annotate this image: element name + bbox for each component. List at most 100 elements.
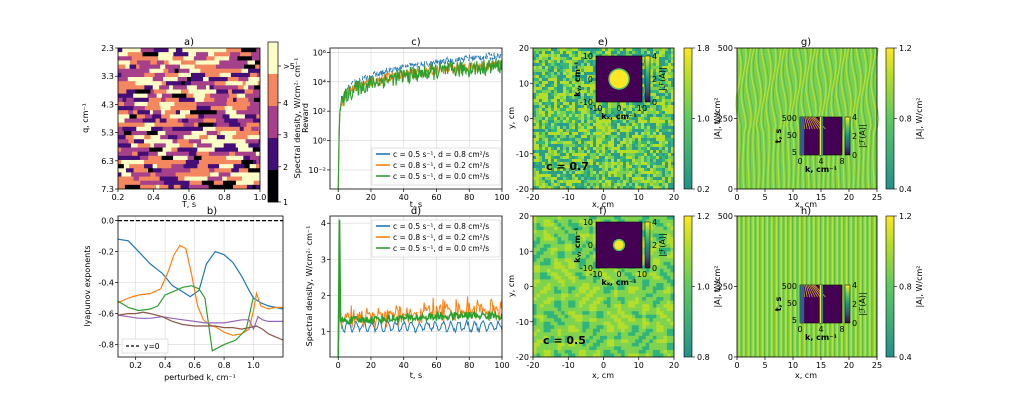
- field-cell: [668, 132, 672, 136]
- field-cell: [659, 233, 664, 238]
- field-cell: [536, 90, 540, 94]
- field-cell: [587, 48, 591, 52]
- field-cell: [607, 293, 611, 298]
- field-cell: [596, 304, 601, 308]
- heatmap-cell: [118, 110, 123, 115]
- inset-x-tick-label: 10: [637, 270, 647, 279]
- field-cell: [662, 90, 666, 94]
- space-time-stripe-dark: [843, 216, 845, 357]
- field-cell: [554, 293, 558, 298]
- field-cell: [542, 150, 546, 154]
- field-cell: [610, 297, 615, 301]
- field-cell: [623, 174, 627, 178]
- field-cell: [557, 48, 561, 52]
- field-cell: [617, 111, 621, 115]
- heatmap-cell: [172, 56, 178, 61]
- inset-x-tick-label: 0: [797, 325, 802, 334]
- field-cell: [649, 300, 654, 305]
- field-cell: [647, 105, 651, 109]
- field-cell: [585, 223, 590, 227]
- field-cell: [663, 297, 668, 301]
- field-cell: [605, 114, 609, 118]
- field-cell: [662, 111, 666, 115]
- field-cell: [620, 123, 624, 127]
- field-cell: [614, 153, 618, 157]
- panel-f-annotation: c = 0.5: [543, 334, 586, 347]
- field-cell: [554, 261, 558, 266]
- field-cell: [641, 186, 645, 190]
- field-cell: [533, 282, 537, 287]
- field-cell: [585, 349, 590, 354]
- field-cell: [564, 272, 569, 277]
- field-cell: [585, 311, 590, 315]
- panel-a-x-tick-label: 0.4: [147, 193, 160, 202]
- field-cell: [554, 321, 558, 326]
- field-cell: [611, 144, 615, 148]
- field-cell: [668, 150, 672, 154]
- field-cell: [602, 144, 606, 148]
- field-cell: [540, 325, 544, 329]
- field-cell: [578, 159, 582, 163]
- field-cell: [536, 275, 541, 280]
- field-cell: [533, 114, 537, 118]
- field-cell: [649, 261, 654, 266]
- field-cell: [649, 219, 654, 224]
- space-time-stripe-dark: [777, 47, 784, 190]
- field-cell: [581, 135, 585, 139]
- field-cell: [629, 105, 633, 109]
- heatmap-cell: [142, 52, 159, 57]
- field-cell: [665, 84, 669, 88]
- field-cell: [560, 135, 564, 139]
- field-cell: [550, 304, 555, 308]
- heatmap-cell: [176, 151, 190, 157]
- field-cell: [596, 165, 600, 169]
- field-cell: [617, 171, 621, 175]
- field-cell: [607, 314, 611, 319]
- field-cell: [614, 171, 618, 175]
- field-cell: [581, 114, 585, 118]
- field-cell: [649, 339, 654, 344]
- field-cell: [564, 314, 569, 319]
- heatmap-cell: [254, 85, 260, 90]
- field-cell: [671, 177, 675, 181]
- field-cell: [645, 311, 650, 315]
- field-cell: [638, 114, 642, 118]
- field-cell: [607, 286, 611, 291]
- field-cell: [542, 48, 546, 52]
- field-cell: [599, 342, 604, 347]
- field-cell: [554, 219, 558, 224]
- legend-label: c = 0.8 s⁻¹, d = 0.2 cm²/s: [393, 233, 489, 242]
- heatmap-cell: [156, 60, 165, 66]
- field-cell: [665, 162, 669, 166]
- heatmap-cell: [240, 72, 251, 78]
- field-cell: [670, 304, 675, 308]
- field-cell: [589, 293, 594, 298]
- field-cell: [561, 328, 565, 333]
- field-cell: [599, 332, 604, 337]
- field-cell: [547, 311, 551, 315]
- field-cell: [607, 321, 611, 326]
- field-cell: [545, 60, 549, 64]
- field-cell: [554, 147, 558, 151]
- heatmap-cell: [208, 151, 226, 157]
- field-cell: [650, 171, 654, 175]
- field-cell: [533, 63, 537, 67]
- field-cell: [587, 165, 591, 169]
- panel-g-title: g): [801, 37, 811, 48]
- field-cell: [665, 102, 669, 106]
- panel-d-lines: [337, 219, 502, 357]
- field-cell: [596, 159, 600, 163]
- field-cell: [668, 72, 672, 76]
- field-cell: [571, 321, 576, 326]
- space-time-stripe: [850, 47, 857, 190]
- legend-label: c = 0.5 s⁻¹, d = 0.8 cm²/s: [393, 150, 489, 159]
- field-cell: [557, 162, 561, 166]
- field-cell: [533, 78, 537, 82]
- field-cell: [665, 93, 669, 97]
- field-cell: [564, 304, 569, 308]
- field-cell: [587, 72, 591, 76]
- field-cell: [662, 174, 666, 178]
- field-cell: [540, 233, 544, 238]
- field-cell: [569, 108, 573, 112]
- field-cell: [554, 66, 558, 70]
